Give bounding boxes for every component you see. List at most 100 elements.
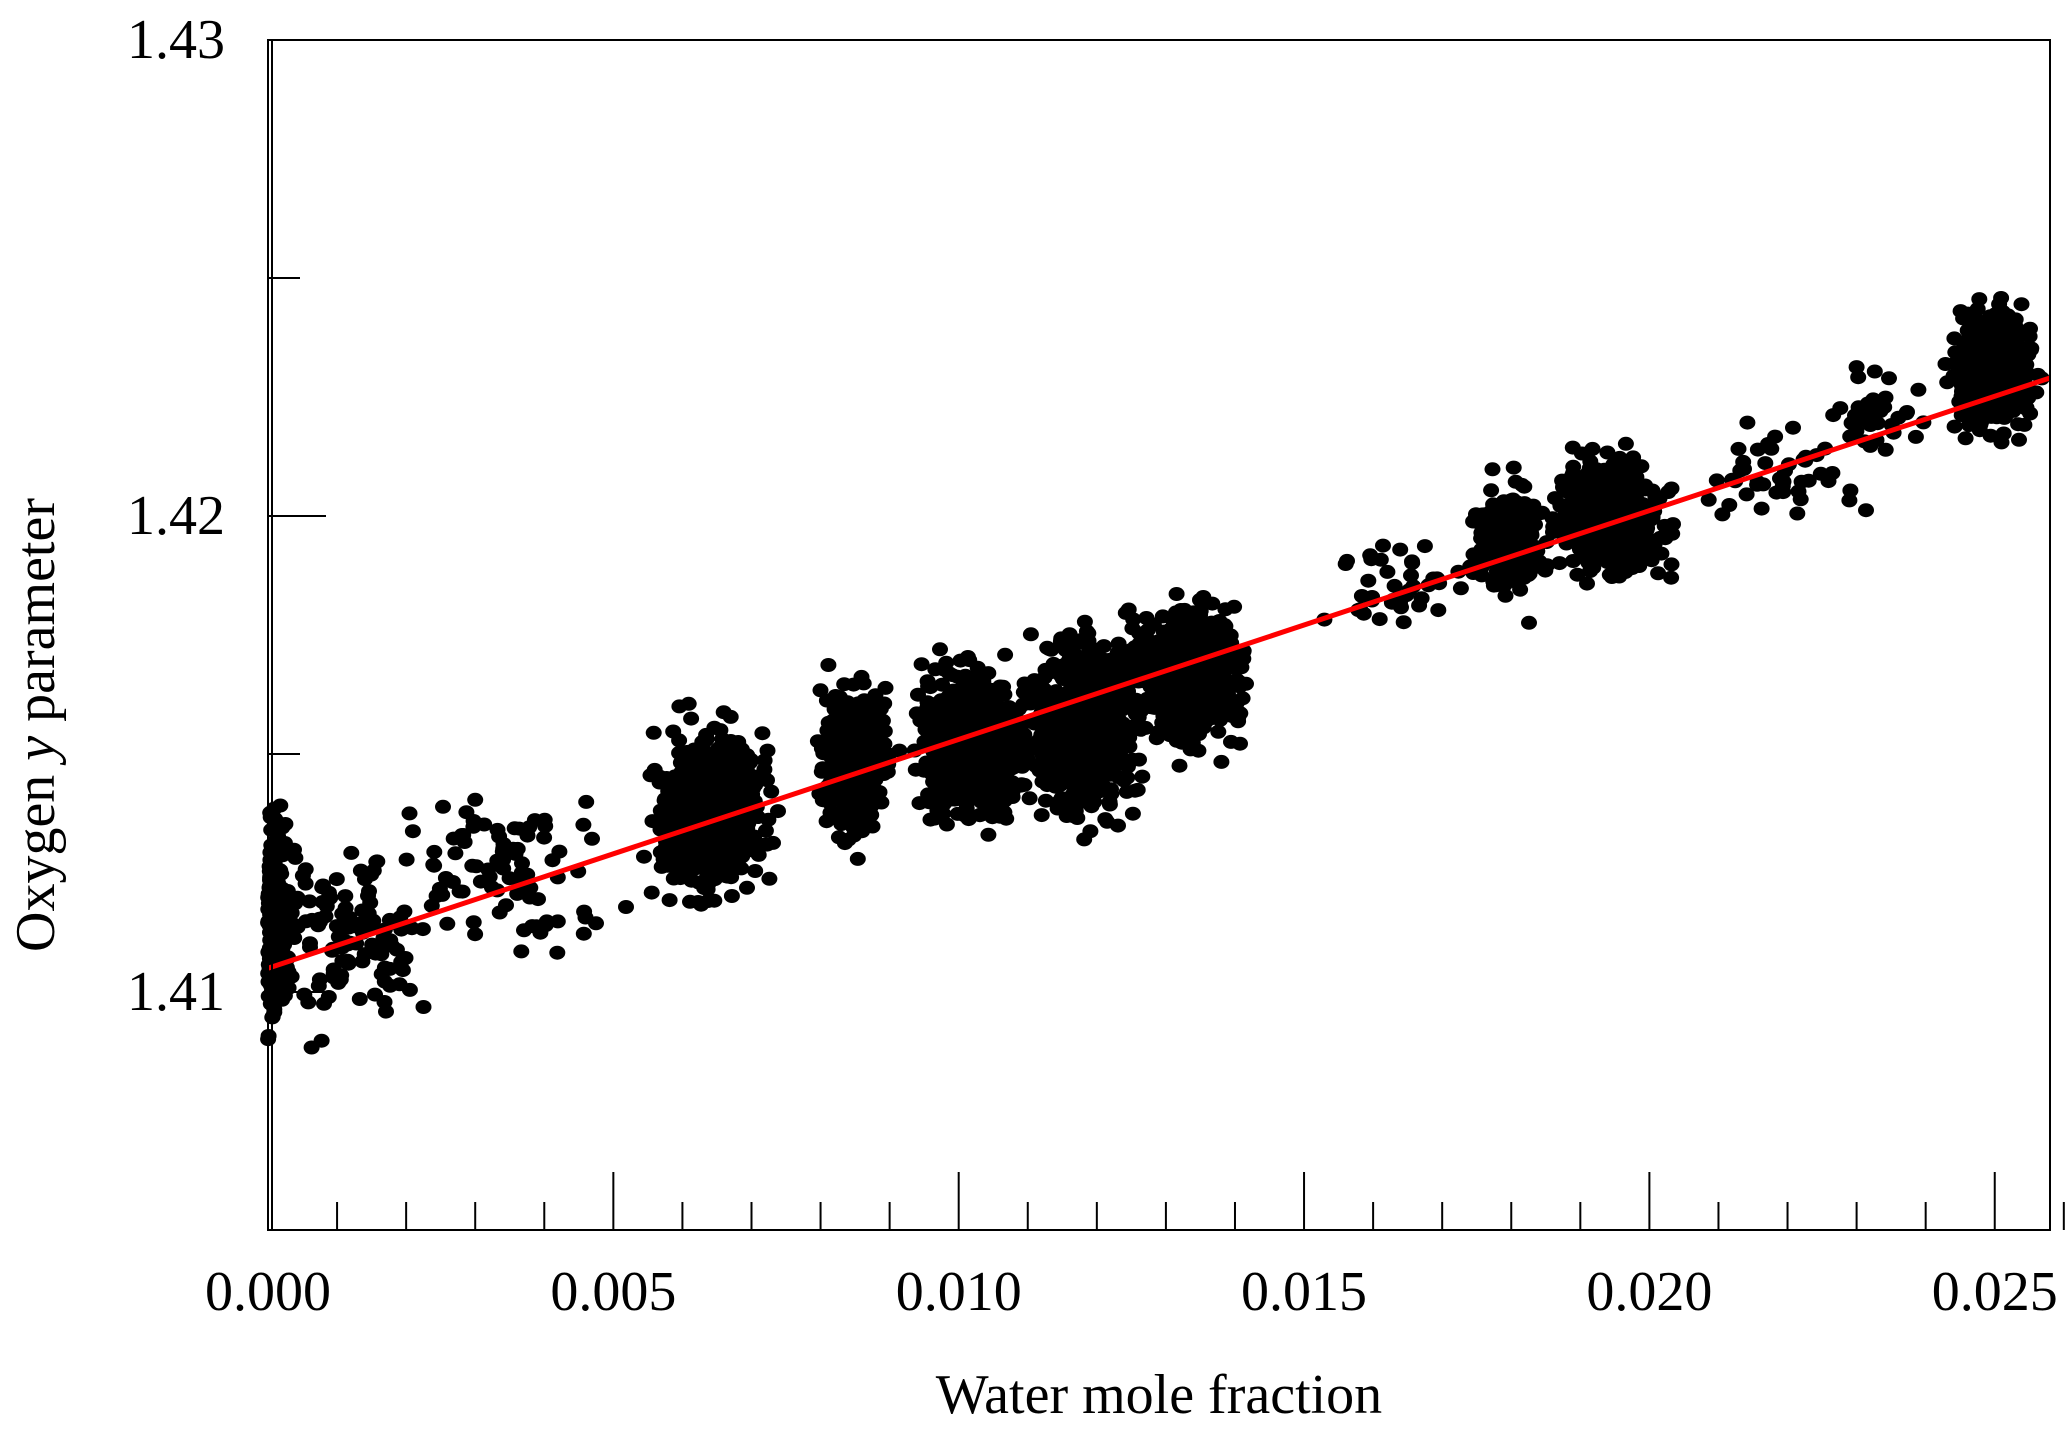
scatter-point xyxy=(689,855,706,870)
scatter-point xyxy=(891,743,908,758)
scatter-point xyxy=(444,875,461,889)
scatter-point xyxy=(1033,808,1050,823)
scatter-point xyxy=(544,853,561,868)
scatter-point xyxy=(1379,564,1396,579)
scatter-point xyxy=(643,885,660,900)
scatter-point xyxy=(1006,777,1023,792)
scatter-point xyxy=(549,914,566,929)
scatter-point xyxy=(431,881,448,896)
scatter-point xyxy=(715,705,732,720)
scatter-point xyxy=(1858,503,1874,518)
scatter-point xyxy=(980,708,997,723)
scatter-point xyxy=(426,844,443,859)
scatter-point xyxy=(1094,652,1111,667)
scatter-point xyxy=(706,720,723,735)
scatter-point xyxy=(916,734,933,749)
scatter-point xyxy=(1987,379,2004,394)
scatter-point xyxy=(283,969,300,984)
scatter-point xyxy=(1646,537,1663,552)
scatter-point xyxy=(1360,573,1377,588)
scatter-point xyxy=(1403,568,1419,583)
scatter-point xyxy=(271,979,288,994)
scatter-point xyxy=(1521,615,1537,630)
scatter-point xyxy=(1625,491,1642,506)
scatter-point xyxy=(273,866,290,881)
scatter-point xyxy=(697,773,714,788)
scatter-point xyxy=(1413,591,1430,606)
scatter-point xyxy=(1074,757,1091,772)
scatter-point xyxy=(1177,727,1194,742)
scatter-point xyxy=(716,822,733,837)
scatter-point xyxy=(1489,567,1506,582)
scatter-point xyxy=(506,821,523,836)
scatter-point xyxy=(934,677,951,692)
scatter-point xyxy=(933,693,950,708)
scatter-point xyxy=(763,784,780,799)
scatter-point xyxy=(680,696,697,711)
scatter-point xyxy=(820,658,837,672)
scatter-point xyxy=(846,828,862,843)
scatter-point xyxy=(316,996,332,1011)
scatter-point xyxy=(1518,502,1535,517)
scatter-point xyxy=(667,857,684,872)
scatter-point xyxy=(1223,734,1239,749)
scatter-point xyxy=(1053,792,1070,806)
scatter-point xyxy=(465,814,482,828)
scatter-point xyxy=(813,764,830,779)
scatter-point xyxy=(1842,483,1859,498)
scatter-point xyxy=(1859,396,1876,411)
scatter-point xyxy=(310,978,327,993)
scatter-point xyxy=(877,680,894,695)
scatter-point xyxy=(968,758,985,772)
scatter-point xyxy=(1124,806,1141,821)
scatter-point xyxy=(1473,568,1490,583)
scatter-point xyxy=(822,796,838,811)
scatter-point xyxy=(1473,507,1490,522)
scatter-point xyxy=(815,746,832,761)
scatter-point xyxy=(1204,596,1221,611)
scatter-point xyxy=(1611,462,1628,476)
scatter-point xyxy=(1175,673,1192,688)
scatter-point xyxy=(1372,552,1389,567)
scatter-point xyxy=(378,1004,394,1019)
scatter-point xyxy=(1105,733,1122,748)
scatter-point xyxy=(998,811,1015,826)
scatter-point xyxy=(1730,441,1747,456)
scatter-point xyxy=(754,726,771,741)
scatter-point xyxy=(1630,533,1647,548)
scatter-point xyxy=(950,780,967,795)
scatter-point xyxy=(351,992,368,1006)
scatter-point xyxy=(381,961,398,976)
scatter-point xyxy=(1969,302,1986,316)
scatter-point xyxy=(501,871,518,886)
scatter-point xyxy=(1853,413,1870,427)
scatter-point xyxy=(1067,740,1084,755)
scatter-point xyxy=(1230,710,1247,725)
scatter-point xyxy=(1499,534,1516,549)
scatter-point xyxy=(532,925,549,940)
scatter-point xyxy=(919,674,936,689)
scatter-point xyxy=(996,789,1013,803)
scatter-point xyxy=(1607,546,1624,561)
scatter-point xyxy=(354,954,371,969)
scatter-point xyxy=(695,735,712,750)
scatter-point xyxy=(1137,652,1153,667)
scatter-point xyxy=(394,963,411,978)
scatter-point xyxy=(1785,420,1801,435)
y-axis-title-part: parameter xyxy=(5,498,67,736)
scatter-point xyxy=(869,746,886,761)
scatter-point xyxy=(711,740,728,755)
scatter-point xyxy=(996,687,1013,702)
scatter-point xyxy=(821,735,838,749)
scatter-point xyxy=(1663,557,1680,572)
scatter-point xyxy=(1181,639,1197,653)
scatter-point xyxy=(2000,308,2017,323)
scatter-point xyxy=(1989,336,2006,351)
scatter-point xyxy=(1131,626,1148,641)
scatter-point xyxy=(1610,560,1627,574)
scatter-point xyxy=(318,899,335,914)
scatter-point xyxy=(268,935,285,950)
scatter-point xyxy=(1075,673,1092,688)
scatter-point xyxy=(849,851,866,866)
scatter-point xyxy=(1021,690,1037,705)
